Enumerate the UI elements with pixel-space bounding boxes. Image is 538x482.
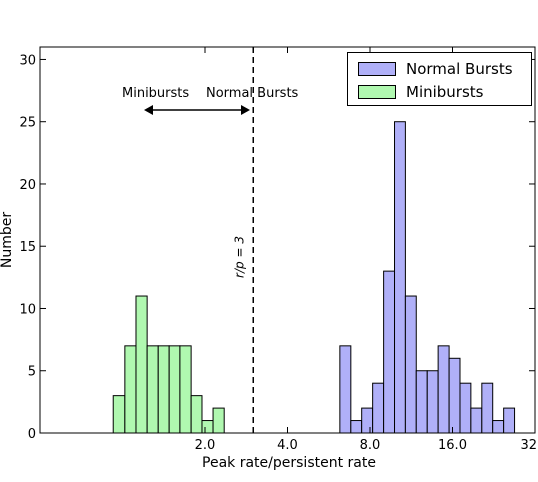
x-tick-label-4: 4.0 xyxy=(277,438,298,453)
x-tick-label-16: 16.0 xyxy=(438,438,467,453)
annotation-normal-bursts: Normal Bursts xyxy=(206,86,299,101)
bar-minibursts-3 xyxy=(146,345,159,434)
bar-normal-bursts-7 xyxy=(415,370,428,434)
bar-minibursts-1 xyxy=(124,345,137,434)
threshold-label: r/p = 3 xyxy=(232,236,246,278)
bar-minibursts-8 xyxy=(201,420,214,434)
bar-normal-bursts-14 xyxy=(492,420,505,434)
bar-minibursts-7 xyxy=(190,395,203,434)
y-tick-label-30: 30 xyxy=(19,53,36,68)
arrow-right-head xyxy=(241,105,250,115)
direction-arrow xyxy=(144,105,250,115)
y-axis-label: Number xyxy=(0,212,15,268)
x-tick-label-2: 2.0 xyxy=(195,438,216,453)
y-tick-label-20: 20 xyxy=(19,178,36,193)
legend: Normal Bursts Minibursts xyxy=(347,52,532,106)
y-tick-label-15: 15 xyxy=(19,240,36,255)
bars-layer xyxy=(112,121,516,434)
bar-normal-bursts-6 xyxy=(404,295,417,434)
x-tick-label-32: 32 xyxy=(520,438,537,453)
bar-minibursts-2 xyxy=(135,295,148,434)
legend-item-minibursts: Minibursts xyxy=(358,82,484,102)
legend-item-normal-bursts: Normal Bursts xyxy=(358,59,513,79)
arrow-left-head xyxy=(144,105,153,115)
y-tick-label-25: 25 xyxy=(19,116,36,131)
bar-normal-bursts-9 xyxy=(437,345,450,434)
y-tick-label-10: 10 xyxy=(19,302,36,317)
plot-frame xyxy=(39,46,536,434)
legend-swatch-normal-bursts xyxy=(358,62,396,76)
y-tick-label-0: 0 xyxy=(28,427,36,442)
bar-normal-bursts-5 xyxy=(394,121,406,434)
bar-minibursts-0 xyxy=(112,395,126,434)
legend-label-normal-bursts: Normal Bursts xyxy=(406,60,513,78)
bar-normal-bursts-10 xyxy=(448,357,461,434)
bar-normal-bursts-8 xyxy=(426,370,439,434)
bar-minibursts-9 xyxy=(212,407,225,434)
y-tick-label-5: 5 xyxy=(28,365,36,380)
bar-normal-bursts-12 xyxy=(470,407,483,434)
bar-normal-bursts-15 xyxy=(503,407,516,434)
legend-label-minibursts: Minibursts xyxy=(406,83,484,101)
bar-normal-bursts-11 xyxy=(459,382,472,434)
bar-normal-bursts-0 xyxy=(339,345,352,434)
bar-normal-bursts-3 xyxy=(372,382,385,434)
bar-normal-bursts-13 xyxy=(481,382,494,434)
bar-normal-bursts-1 xyxy=(350,420,363,434)
bar-minibursts-5 xyxy=(168,345,181,434)
x-tick-label-8: 8.0 xyxy=(360,438,381,453)
legend-swatch-minibursts xyxy=(358,85,396,99)
x-axis-label: Peak rate/persistent rate xyxy=(202,455,376,471)
bar-minibursts-6 xyxy=(179,345,192,434)
bar-normal-bursts-2 xyxy=(361,407,374,434)
axes-layer: 0 5 10 15 20 25 30 2.0 4.0 8.0 16.0 32 xyxy=(19,47,537,453)
bar-normal-bursts-4 xyxy=(383,270,396,434)
bar-minibursts-4 xyxy=(157,345,170,434)
annotation-minibursts: Minibursts xyxy=(122,86,190,101)
